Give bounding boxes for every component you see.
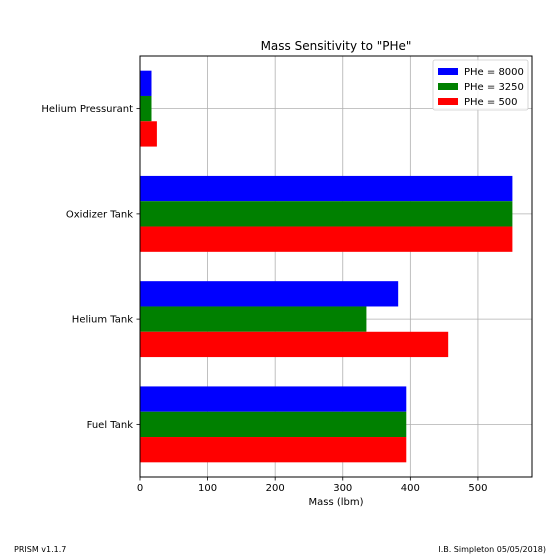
- bar: [140, 281, 399, 307]
- y-tick-label: Helium Pressurant: [41, 104, 133, 115]
- legend-label: PHe = 8000: [464, 67, 524, 78]
- plot-frame: [139, 55, 533, 478]
- bar: [140, 70, 152, 96]
- legend-label: PHe = 500: [464, 97, 518, 108]
- footer-version: PRISM v1.1.7: [14, 545, 67, 554]
- bar: [140, 121, 157, 147]
- y-axis: Helium Pressurant Oxidizer Tank Helium Tan…: [41, 104, 140, 431]
- y-tick-label: Helium Tank: [72, 315, 133, 326]
- bar: [140, 437, 407, 463]
- legend-swatch: [438, 98, 458, 105]
- chart-title: Mass Sensitivity to "PHe": [261, 39, 412, 53]
- y-tick-label: Fuel Tank: [87, 420, 134, 431]
- bar: [140, 411, 407, 438]
- bar: [140, 95, 152, 122]
- bars: [140, 70, 513, 463]
- x-axis: 0 100 200 300 400 500: [137, 477, 487, 494]
- bar: [140, 386, 407, 412]
- bar: [140, 175, 513, 202]
- x-tick-label: 400: [401, 483, 420, 494]
- bar: [140, 226, 513, 252]
- legend: PHe = 8000 PHe = 3250 PHe = 500: [432, 59, 529, 111]
- bar: [140, 201, 513, 227]
- legend-swatch: [438, 83, 458, 90]
- x-tick-label: 100: [198, 483, 217, 494]
- x-axis-label: Mass (lbm): [308, 497, 363, 508]
- legend-swatch: [438, 68, 458, 75]
- x-tick-label: 300: [333, 483, 352, 494]
- x-tick-label: 0: [137, 483, 143, 494]
- bar: [140, 331, 449, 358]
- x-tick-label: 500: [468, 483, 487, 494]
- footer-author-date: I.B. Simpleton 05/05/2018): [438, 545, 546, 554]
- x-tick-label: 200: [266, 483, 285, 494]
- legend-label: PHe = 3250: [464, 82, 524, 93]
- bar: [140, 306, 367, 332]
- y-tick-label: Oxidizer Tank: [66, 209, 133, 220]
